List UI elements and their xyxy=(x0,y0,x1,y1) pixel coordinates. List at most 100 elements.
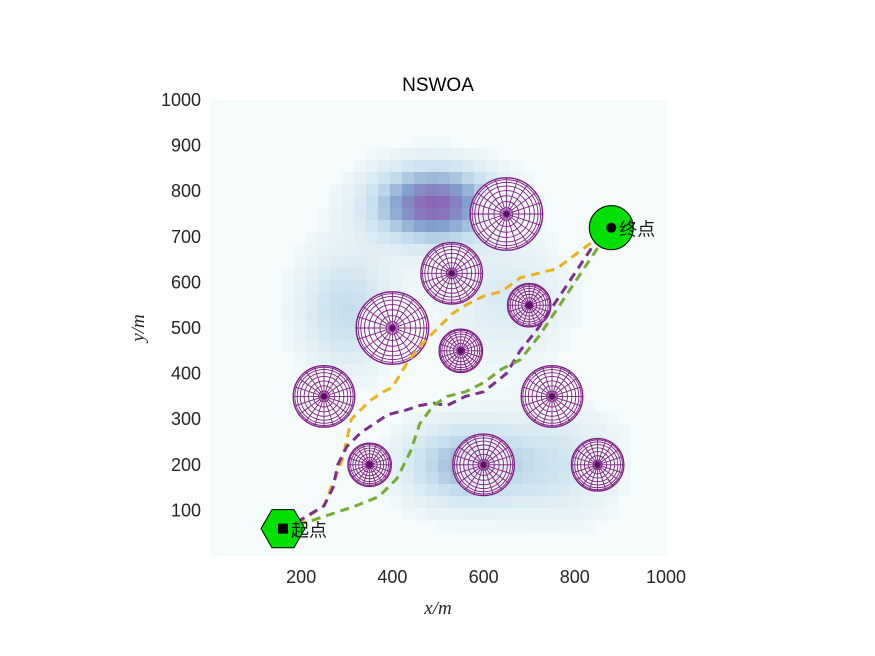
field-cell xyxy=(366,364,379,377)
obstacle-spoke xyxy=(453,329,462,351)
field-cell xyxy=(378,232,391,245)
obstacle-spoke xyxy=(392,327,423,350)
field-cell xyxy=(294,268,307,281)
field-cell xyxy=(594,496,607,509)
obstacle-spoke xyxy=(433,247,453,274)
field-cell xyxy=(570,484,583,497)
field-cell xyxy=(342,208,355,221)
field-cell xyxy=(522,256,535,269)
field-cell xyxy=(534,496,547,509)
field-cell xyxy=(534,268,547,281)
obstacle-spoke xyxy=(422,272,452,284)
field-cell xyxy=(450,508,463,521)
field-cell xyxy=(546,316,559,329)
field-cell xyxy=(306,352,319,365)
obstacle-center xyxy=(321,393,327,400)
field-cell xyxy=(378,244,391,257)
field-cell xyxy=(498,340,511,353)
field-cell xyxy=(294,244,307,257)
obstacle xyxy=(347,442,392,488)
y-tick-label: 400 xyxy=(171,364,201,384)
obstacle-spoke xyxy=(597,443,614,466)
field-cell xyxy=(546,508,559,521)
field-cell xyxy=(354,196,367,209)
field-cell xyxy=(330,316,343,329)
obstacle xyxy=(438,328,484,374)
obstacle-spoke xyxy=(506,192,537,215)
field-cell xyxy=(306,316,319,329)
field-cell xyxy=(414,136,427,149)
field-cell xyxy=(534,244,547,257)
field-cell xyxy=(426,136,439,149)
obstacle-spoke xyxy=(294,395,325,407)
start-point xyxy=(277,523,288,534)
field-cell xyxy=(402,436,415,449)
obstacle-center xyxy=(389,325,396,331)
field-cell xyxy=(450,160,463,173)
field-cell xyxy=(534,352,547,365)
y-tick-label: 700 xyxy=(171,227,201,247)
field-cell xyxy=(378,184,391,197)
field-cell xyxy=(318,340,331,353)
x-tick-label: 1000 xyxy=(646,567,686,587)
field-cell xyxy=(438,508,451,521)
field-cell xyxy=(390,280,403,293)
obstacle-spoke xyxy=(323,395,354,407)
field-cell xyxy=(390,256,403,269)
obstacle-spoke xyxy=(357,316,393,329)
field-cell xyxy=(450,148,463,161)
field-cell xyxy=(438,184,451,197)
obstacle-spoke xyxy=(362,327,393,350)
field-cell xyxy=(414,412,427,425)
field-cell xyxy=(390,232,403,245)
y-axis-label: y/m xyxy=(128,314,149,343)
field-cell xyxy=(486,256,499,269)
field-cell xyxy=(294,328,307,341)
field-cell xyxy=(546,496,559,509)
field-cell xyxy=(330,220,343,233)
field-cell xyxy=(546,232,559,245)
field-cell xyxy=(366,256,379,269)
field-cell xyxy=(402,508,415,521)
field-cell xyxy=(486,364,499,377)
obstacle-spoke xyxy=(484,184,507,215)
obstacle-spoke xyxy=(483,446,509,466)
obstacle-spoke xyxy=(439,350,461,358)
field-cell xyxy=(402,220,415,233)
obstacle-spoke xyxy=(506,213,529,244)
obstacle-spoke xyxy=(369,451,388,466)
field-cell xyxy=(378,196,391,209)
field-cell xyxy=(390,148,403,161)
field-cell xyxy=(498,388,511,401)
annotation-layer: 起点 终点 xyxy=(291,220,655,542)
field-cell xyxy=(558,520,571,533)
field-cell xyxy=(558,268,571,281)
obstacle-spoke xyxy=(351,464,370,479)
obstacle-spoke xyxy=(439,343,461,352)
field-cell xyxy=(510,520,523,533)
field-cell xyxy=(318,220,331,233)
field-cell xyxy=(486,340,499,353)
field-cell xyxy=(498,496,511,509)
obstacle-spoke xyxy=(392,316,428,329)
obstacle-spoke xyxy=(505,213,519,249)
field-cell xyxy=(354,364,367,377)
field-cell xyxy=(318,304,331,317)
obstacle-spoke xyxy=(476,192,507,215)
obstacle-spoke xyxy=(441,273,453,303)
field-cell xyxy=(342,256,355,269)
obstacle-spoke xyxy=(508,298,530,306)
field-cell xyxy=(426,232,439,245)
field-cell xyxy=(402,412,415,425)
field-cell xyxy=(414,208,427,221)
obstacle-spoke xyxy=(305,396,325,422)
field-cell xyxy=(510,496,523,509)
field-cell xyxy=(438,484,451,497)
field-cell xyxy=(450,424,463,437)
obstacle-spoke xyxy=(575,448,598,466)
obstacle xyxy=(420,241,484,305)
field-cell xyxy=(522,520,535,533)
obstacle-spoke xyxy=(483,464,503,491)
field-cell xyxy=(450,412,463,425)
obstacle-spoke xyxy=(442,337,462,352)
